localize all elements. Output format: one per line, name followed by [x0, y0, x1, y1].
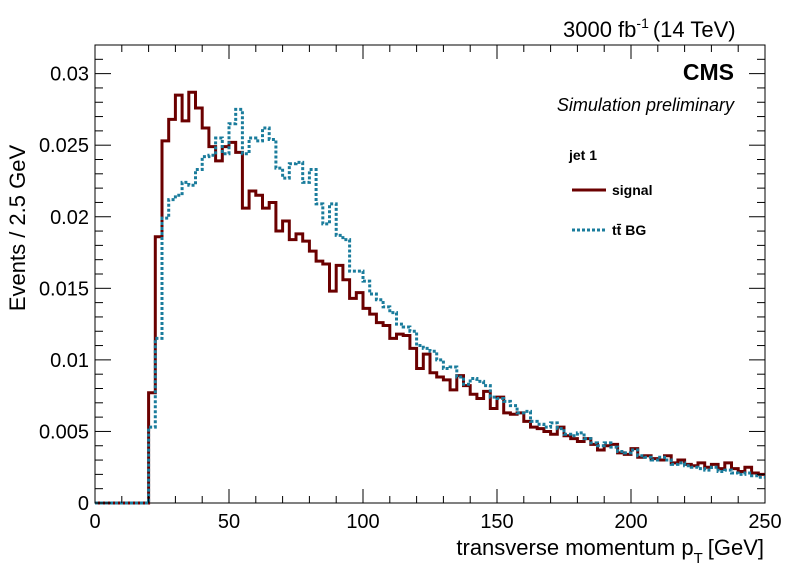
x-tick-label: 250 [748, 511, 781, 533]
x-tick-label: 0 [89, 511, 100, 533]
header-lumi: 3000 fb-1 (14 TeV) [563, 15, 736, 42]
y-tick-label: 0.03 [50, 64, 89, 86]
x-tick-label: 50 [218, 511, 240, 533]
header-lumi-sup: -1 [636, 15, 649, 31]
y-tick-label: 0.025 [39, 135, 89, 157]
y-tick-label: 0.01 [50, 350, 89, 372]
simulation-label: Simulation preliminary [557, 95, 735, 115]
header-energy: (14 TeV) [653, 17, 736, 42]
legend: jet 1 signal tt̄ BG [568, 147, 652, 238]
header-lumi-text: 3000 fb [563, 17, 636, 42]
ttbar-histogram [95, 107, 765, 505]
legend-ttbar-label: tt̄ BG [612, 222, 646, 238]
y-tick-label: 0.005 [39, 421, 89, 443]
x-axis-title: transverse momentum pT [GeV] [456, 535, 764, 567]
x-axis-title-sub: T [694, 550, 703, 567]
y-tick-label: 0 [78, 493, 89, 515]
x-tick-label: 150 [480, 511, 513, 533]
cms-label: CMS [683, 59, 734, 85]
plot-area: 0 50 100 150 200 250 0 0.005 0.01 0.015 0.02 0.025 0… [39, 44, 782, 533]
legend-signal-label: signal [612, 182, 652, 198]
y-axis-title: Events / 2.5 GeV [5, 145, 30, 312]
x-tick-label: 100 [346, 511, 379, 533]
legend-title: jet 1 [568, 147, 597, 163]
y-tick-label: 0.015 [39, 278, 89, 300]
x-axis-title-unit: [GeV] [708, 535, 764, 560]
x-axis-title-text: transverse momentum p [456, 535, 693, 560]
x-tick-label: 200 [614, 511, 647, 533]
y-tick-label: 0.02 [50, 207, 89, 229]
